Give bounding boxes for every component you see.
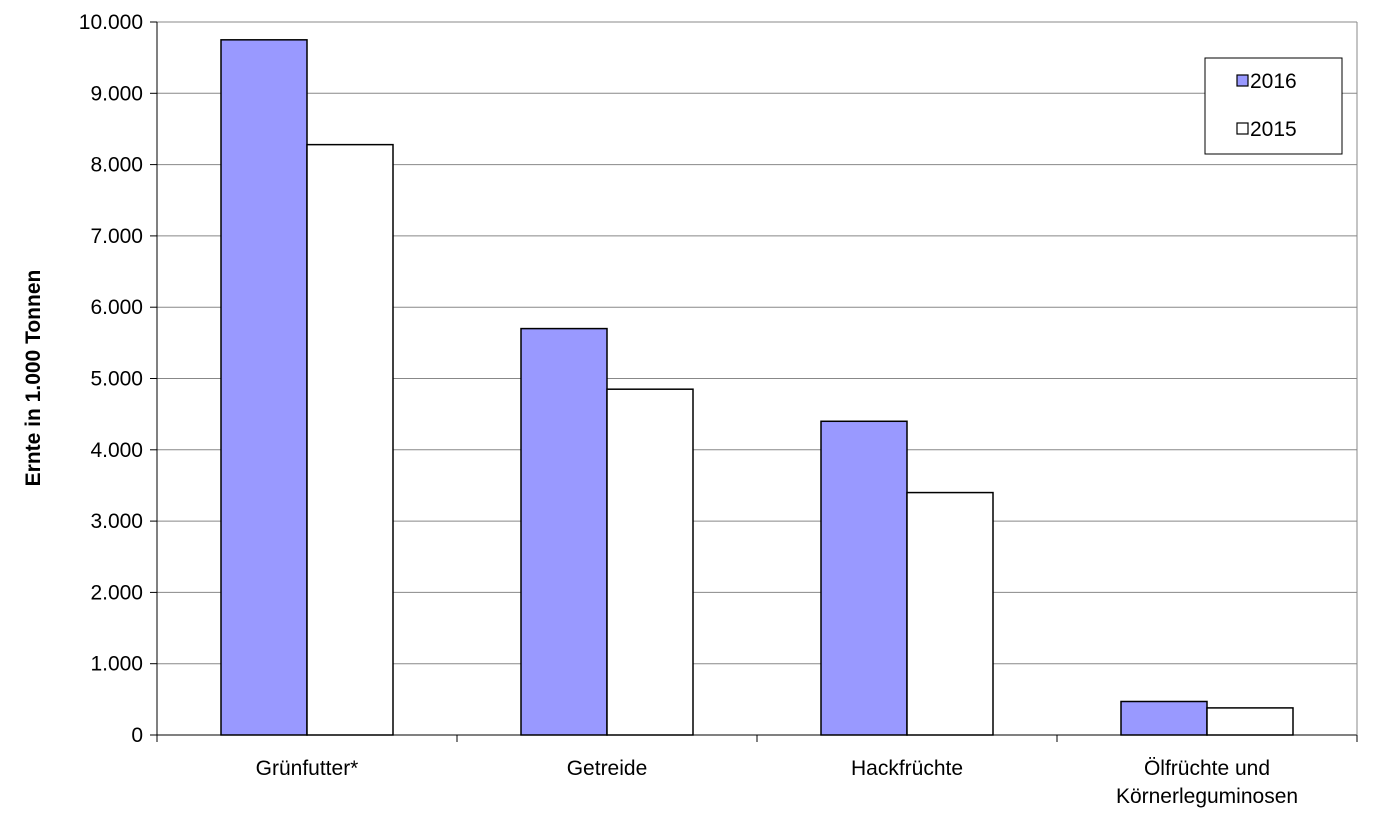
y-axis-label: Ernte in 1.000 Tonnen [22,270,45,487]
legend-swatch-2015 [1236,122,1249,135]
bar-2015-1 [606,388,694,736]
legend-swatch-2016 [1236,74,1249,87]
bar-2016-0 [220,39,308,736]
bar-2016-2 [820,420,908,736]
category-label: Ölfrüchte und [1144,757,1270,780]
y-tick-label: 7.000 [90,225,143,248]
bar-2016-3 [1120,700,1208,736]
category-label: Hackfrüchte [851,757,963,780]
y-tick-label: 0 [131,724,143,747]
legend: 2016 2015 [1204,57,1343,155]
y-tick-label: 5.000 [90,368,143,391]
category-label: Getreide [567,757,648,780]
y-tick-label: 9.000 [90,82,143,105]
y-tick-label: 4.000 [90,439,143,462]
y-tick-label: 8.000 [90,154,143,177]
bar-2015-3 [1206,707,1294,736]
bars [220,39,1294,736]
bar-2015-2 [906,491,994,736]
legend-label-2015: 2015 [1250,118,1297,141]
y-tick-label: 2.000 [90,581,143,604]
y-tick-label: 10.000 [79,11,143,34]
y-tick-label: 1.000 [90,653,143,676]
y-tick-labels: 0 1.000 2.000 3.000 4.000 5.000 6.000 7.000 8.00… [79,11,143,747]
bar-2016-1 [520,327,608,736]
axes [150,21,1358,742]
category-labels: Grünfutter* Getreide Hackfrüchte Ölfrüchte … [256,757,1298,808]
bar-2015-0 [306,143,394,736]
legend-box [1204,57,1343,155]
y-tick-label: 6.000 [90,296,143,319]
y-tick-label: 3.000 [90,510,143,533]
category-label: Körnerleguminosen [1116,785,1298,808]
legend-label-2016: 2016 [1250,70,1297,93]
category-label: Grünfutter* [256,757,359,780]
